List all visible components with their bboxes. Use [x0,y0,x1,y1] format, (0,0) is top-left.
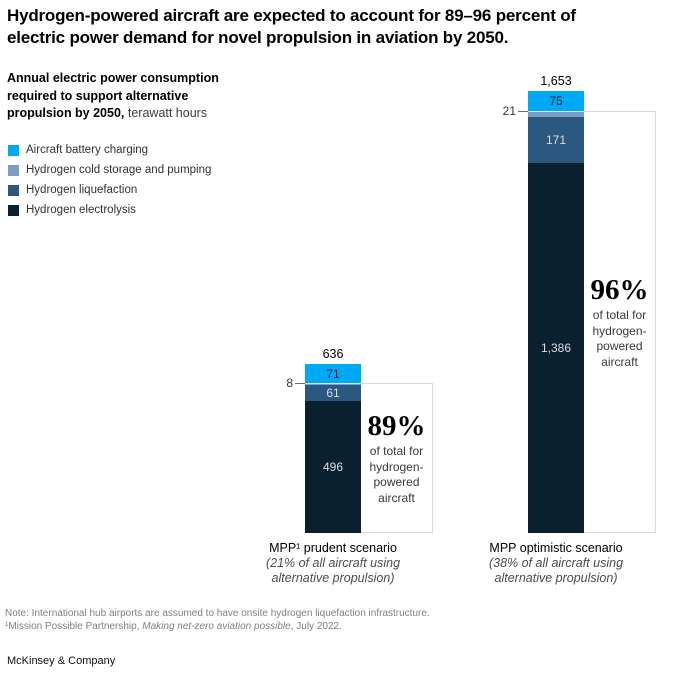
bar-segment-hydrogen-electrolysis [305,401,361,533]
category-name: MPP¹ prudent scenario [269,541,397,555]
segment-value-label: 1,386 [540,341,572,355]
legend-item: Hydrogen electrolysis [8,204,211,216]
subtitle-line-1: Annual electric power consumption [7,71,219,85]
legend-item: Hydrogen liquefaction [8,184,211,196]
footnote-block: Note: International hub airports are ass… [5,608,665,633]
legend-label: Hydrogen electrolysis [26,204,136,216]
bar-segment-hydrogen-cold-storage-and-pumping [305,383,361,385]
hydrogen-share-box: 89% of total for hydrogen-powered aircraft [361,383,433,533]
hydrogen-share-percent: 89% [367,410,426,442]
chart-subtitle: Annual electric power consumption requir… [7,70,307,123]
segment-value-label: 75 [549,94,563,108]
bar-segment-hydrogen-cold-storage-and-pumping [528,111,584,117]
subtitle-line-3: propulsion by 2050, [7,106,125,120]
category-detail: (38% of all aircraft using [488,556,624,570]
legend-label: Hydrogen liquefaction [26,184,138,196]
subtitle-unit: terawatt hours [127,106,208,120]
category-detail: alternative propulsion) [271,571,395,585]
legend-swatch-icon [8,164,19,176]
cold-storage-value-label: 21 [502,104,516,118]
footnote-note: Note: International hub airports are ass… [5,608,430,619]
legend-swatch-icon [8,144,19,156]
category-detail: (21% of all aircraft using [265,556,401,570]
bar-segment-hydrogen-electrolysis [528,163,584,533]
bar-segment-hydrogen-liquefaction [528,117,584,163]
legend: Aircraft battery charging Hydrogen cold s… [8,144,211,224]
legend-item: Hydrogen cold storage and pumping [8,164,211,176]
title-line-2: electric power demand for novel propulsi… [7,28,509,47]
brand-mckinsey: McKinsey & Company [7,655,116,667]
leader-line-across-bar [305,383,361,384]
legend-label: Hydrogen cold storage and pumping [26,164,212,176]
category-label: MPP¹ prudent scenario (21% of all aircraf… [238,541,428,586]
bar-total-label: 1,653 [540,74,572,88]
bar-segment-aircraft-battery-charging [305,364,361,383]
hydrogen-share-caption: of total for hydrogen-powered aircraft [369,444,424,505]
bar-segment-hydrogen-liquefaction [305,385,361,401]
category-name: MPP optimistic scenario [489,541,623,555]
hydrogen-share-caption: of total for hydrogen-powered aircraft [592,308,647,369]
segment-value-label: 71 [326,366,340,381]
hydrogen-share-box: 96% of total for hydrogen-powered aircraft [584,111,656,533]
segment-value-label: 496 [322,460,344,474]
page-title: Hydrogen-powered aircraft are expected t… [7,5,695,49]
footnote-source: ¹Mission Possible Partnership, Making ne… [5,620,342,632]
legend-label: Aircraft battery charging [26,144,149,156]
leader-line-across-bar [528,111,584,112]
category-detail: alternative propulsion) [494,571,618,585]
subtitle-line-2: required to support alternative [7,88,189,103]
bar-segment-aircraft-battery-charging [528,91,584,111]
leader-line-stub [518,111,528,112]
segment-value-label: 61 [326,386,340,400]
segment-value-label: 171 [545,133,567,147]
leader-line-stub [295,383,305,384]
title-line-1: Hydrogen-powered aircraft are expected t… [7,6,576,25]
legend-swatch-icon [8,184,19,196]
category-label: MPP optimistic scenario (38% of all aircr… [461,541,651,586]
cold-storage-value-label: 8 [286,376,293,390]
legend-swatch-icon [8,204,19,216]
bar-total-label: 636 [322,347,344,361]
hydrogen-share-percent: 96% [590,274,649,306]
legend-item: Aircraft battery charging [8,144,211,156]
